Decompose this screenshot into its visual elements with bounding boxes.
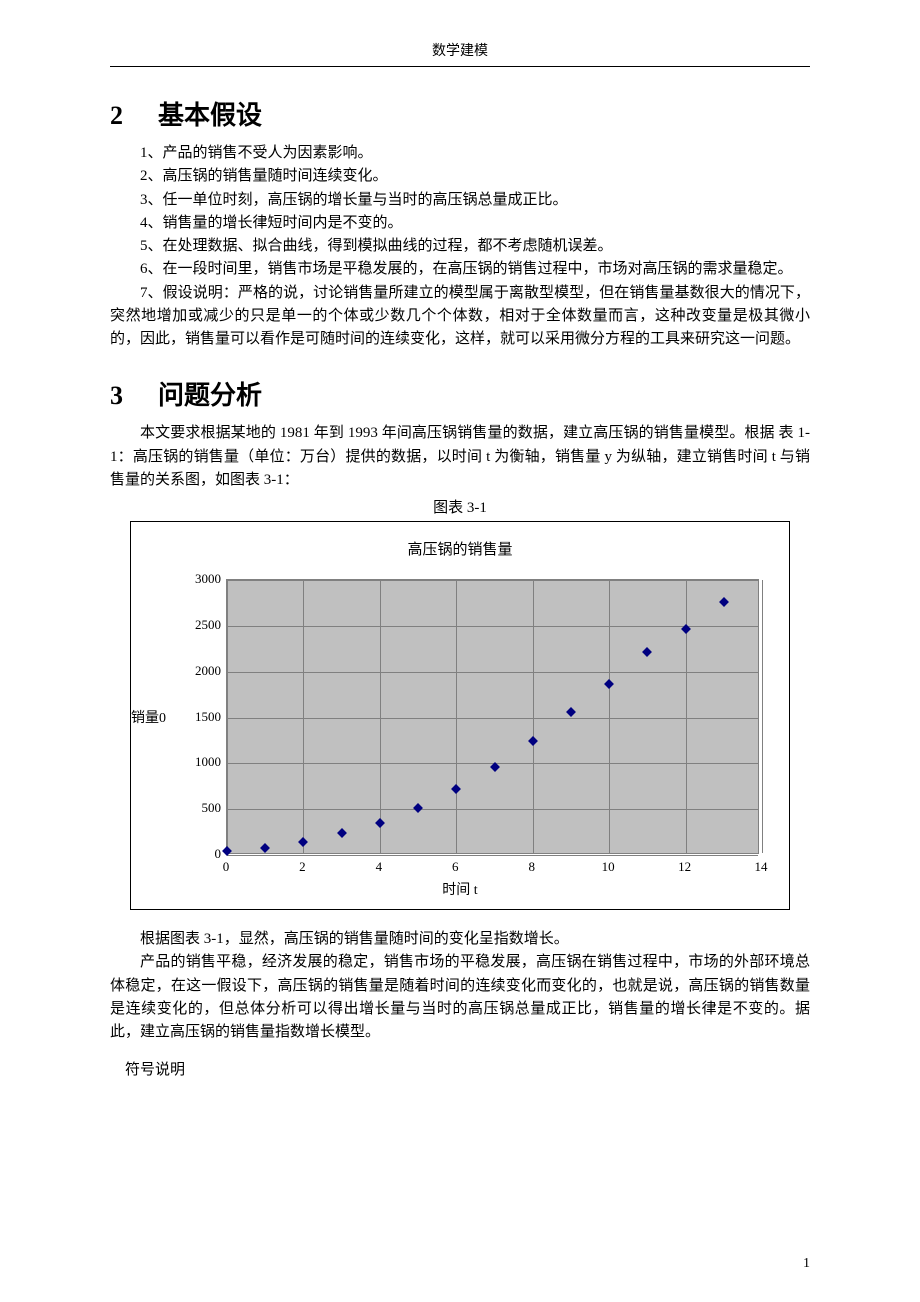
y-tick-label: 1000 (171, 754, 221, 770)
assumption-item: 5、在处理数据、拟合曲线，得到模拟曲线的过程，都不考虑随机误差。 (110, 235, 810, 258)
header-divider (110, 66, 810, 67)
assumption-item: 1、产品的销售不受人为因素影响。 (110, 142, 810, 165)
gridline-v (303, 580, 304, 853)
page-header-title: 数学建模 (110, 40, 810, 66)
x-axis-label: 时间 t (442, 879, 477, 899)
section-2-number: 2 (110, 101, 158, 131)
data-point (451, 784, 461, 794)
gridline-v (227, 580, 228, 853)
data-point (528, 736, 538, 746)
x-tick-label: 4 (376, 859, 383, 875)
data-point (604, 679, 614, 689)
gridline-h (227, 855, 758, 856)
x-tick-label: 0 (223, 859, 230, 875)
x-tick-label: 8 (528, 859, 535, 875)
data-point (566, 707, 576, 717)
assumption-item: 7、假设说明：严格的说，讨论销售量所建立的模型属于离散型模型，但在销售量基数很大… (110, 282, 810, 352)
gridline-h (227, 809, 758, 810)
y-tick-label: 1500 (171, 709, 221, 725)
data-point (719, 597, 729, 607)
symbol-note: 符号说明 (125, 1058, 810, 1079)
section-3-para-3: 产品的销售平稳，经济发展的稳定，销售市场的平稳发展，高压锅在销售过程中，市场的外… (110, 951, 810, 1044)
gridline-v (456, 580, 457, 853)
section-3-title: 问题分析 (158, 380, 262, 410)
section-2-title: 基本假设 (158, 100, 262, 130)
gridline-h (227, 672, 758, 673)
section-3-number: 3 (110, 381, 158, 411)
section-3-heading: 3问题分析 (110, 375, 810, 412)
data-point (413, 803, 423, 813)
gridline-v (380, 580, 381, 853)
data-point (642, 647, 652, 657)
gridline-h (227, 718, 758, 719)
x-tick-label: 10 (602, 859, 615, 875)
assumption-item: 4、销售量的增长律短时间内是不变的。 (110, 212, 810, 235)
plot-region (226, 579, 759, 854)
data-point (375, 819, 385, 829)
section-3-para-2: 根据图表 3-1，显然，高压锅的销售量随时间的变化呈指数增长。 (110, 928, 810, 951)
chart-caption: 图表 3-1 (110, 496, 810, 517)
gridline-h (227, 626, 758, 627)
page-number: 1 (803, 1256, 810, 1272)
y-tick-label: 500 (171, 800, 221, 816)
y-tick-label: 0 (171, 846, 221, 862)
data-point (298, 837, 308, 847)
chart-area: 销量0 时间 t 0 500 1000 1500 2000 2500 3000 0 2 4 6 8 10… (131, 569, 789, 909)
section-assumptions: 2基本假设 1、产品的销售不受人为因素影响。2、高压锅的销售量随时间连续变化。3… (110, 95, 810, 351)
data-point (260, 843, 270, 853)
assumption-item: 2、高压锅的销售量随时间连续变化。 (110, 165, 810, 188)
sales-scatter-chart: 高压锅的销售量 销量0 时间 t 0 500 1000 1500 2000 2500 300… (130, 521, 790, 910)
y-axis-label: 销量0 (131, 707, 166, 727)
y-tick-label: 3000 (171, 571, 221, 587)
section-2-heading: 2基本假设 (110, 95, 810, 132)
section-3-para-1: 本文要求根据某地的 1981 年到 1993 年间高压锅销售量的数据，建立高压锅… (110, 422, 810, 492)
assumption-list: 1、产品的销售不受人为因素影响。2、高压锅的销售量随时间连续变化。3、任一单位时… (110, 142, 810, 351)
x-tick-label: 12 (678, 859, 691, 875)
document-page: 数学建模 2基本假设 1、产品的销售不受人为因素影响。2、高压锅的销售量随时间连… (0, 0, 920, 1302)
chart-title: 高压锅的销售量 (131, 522, 789, 569)
assumption-item: 6、在一段时间里，销售市场是平稳发展的，在高压锅的销售过程中，市场对高压锅的需求… (110, 258, 810, 281)
assumption-item: 3、任一单位时刻，高压锅的增长量与当时的高压锅总量成正比。 (110, 189, 810, 212)
gridline-v (609, 580, 610, 853)
section-analysis: 3问题分析 本文要求根据某地的 1981 年到 1993 年间高压锅销售量的数据… (110, 375, 810, 1079)
gridline-v (686, 580, 687, 853)
data-point (337, 828, 347, 838)
y-tick-label: 2000 (171, 663, 221, 679)
gridline-h (227, 580, 758, 581)
gridline-v (762, 580, 763, 853)
x-tick-label: 2 (299, 859, 306, 875)
y-tick-label: 2500 (171, 617, 221, 633)
x-tick-label: 6 (452, 859, 459, 875)
gridline-v (533, 580, 534, 853)
x-tick-label: 14 (755, 859, 768, 875)
